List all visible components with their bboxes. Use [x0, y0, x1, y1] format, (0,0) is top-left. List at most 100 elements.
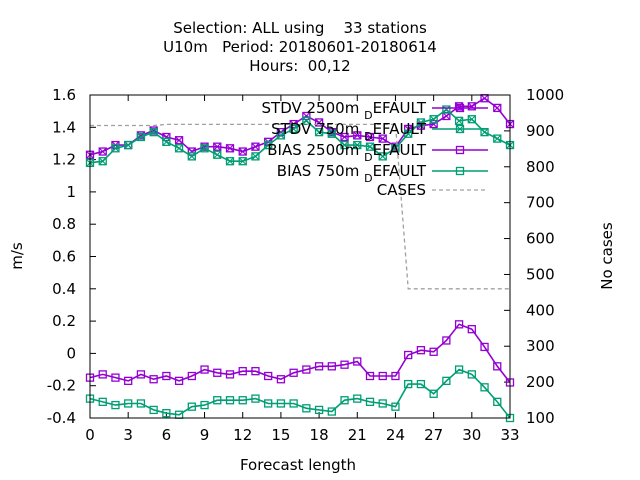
- marker-cross: [493, 104, 502, 112]
- data-point: [467, 370, 476, 379]
- data-point: [454, 116, 464, 125]
- series-bias-750m: [85, 365, 515, 423]
- marker-cross: [251, 152, 260, 161]
- data-point: [264, 399, 273, 408]
- marker-cross: [175, 144, 183, 153]
- data-point: [264, 140, 273, 150]
- series-line: [89, 368, 511, 419]
- data-point: [404, 350, 413, 360]
- data-point: [493, 362, 502, 371]
- data-point: [365, 397, 375, 407]
- data-point: [174, 144, 184, 153]
- data-point: [251, 152, 260, 161]
- data-point: [187, 402, 196, 411]
- data-point: [404, 379, 413, 389]
- marker-cross: [98, 147, 107, 156]
- y-tick-label: 1.4: [52, 118, 76, 136]
- marker-cross: [264, 141, 273, 149]
- marker-box: [429, 115, 438, 124]
- data-point: [98, 370, 107, 379]
- data-point: [264, 371, 273, 381]
- marker-cross: [378, 134, 387, 143]
- y2-tick-label: 500: [526, 265, 555, 283]
- marker-box: [455, 103, 465, 113]
- marker-box: [162, 137, 171, 146]
- x-axis-label: Forecast length: [240, 456, 356, 474]
- data-point: [353, 131, 362, 140]
- legend-marker: [455, 103, 465, 113]
- marker-box: [187, 152, 196, 161]
- x-tick-label: 18: [310, 426, 329, 444]
- marker-box: [149, 127, 158, 137]
- x-tick-label: 0: [85, 426, 95, 444]
- data-point: [340, 140, 349, 150]
- marker-cross: [213, 150, 222, 159]
- x-tick-label: 15: [271, 426, 290, 444]
- y-tick-label: 0.4: [52, 280, 76, 298]
- data-point: [276, 131, 286, 140]
- series-cases: [90, 123, 510, 290]
- data-point: [429, 347, 438, 356]
- y-tick-label: 1: [66, 183, 76, 201]
- data-point: [365, 142, 375, 151]
- data-point: [327, 407, 336, 416]
- marker-cross: [213, 142, 222, 151]
- marker-cross: [98, 157, 107, 166]
- data-point: [111, 144, 120, 153]
- y2-tick-label: 100: [526, 409, 555, 427]
- marker-cross: [340, 133, 349, 141]
- marker-cross: [137, 133, 145, 141]
- data-point: [276, 375, 286, 384]
- marker-box: [174, 136, 184, 145]
- legend-marker: [455, 145, 465, 155]
- data-point: [174, 136, 184, 145]
- marker-box: [289, 119, 298, 129]
- data-point: [480, 383, 489, 392]
- x-tick-label: 21: [348, 426, 367, 444]
- data-point: [136, 132, 146, 142]
- y2-tick-label: 200: [526, 373, 555, 391]
- data-point: [365, 132, 375, 142]
- legend-label: STDV 750m DEFAULT: [271, 120, 427, 143]
- marker-box: [378, 152, 387, 161]
- marker-box: [314, 127, 324, 137]
- marker-cross: [456, 125, 464, 133]
- data-point: [378, 152, 387, 161]
- marker-box: [98, 157, 107, 166]
- data-point: [213, 396, 222, 405]
- data-point: [493, 134, 502, 143]
- marker-box: [251, 152, 260, 161]
- data-point: [365, 371, 375, 381]
- data-point: [149, 127, 158, 137]
- marker-box: [493, 103, 502, 113]
- series-line: [90, 123, 510, 290]
- marker-cross: [149, 128, 158, 137]
- data-point: [111, 400, 120, 410]
- data-point: [238, 396, 247, 405]
- data-point: [213, 142, 222, 151]
- x-tick-label: 6: [162, 426, 172, 444]
- marker-cross: [315, 128, 323, 137]
- data-point: [289, 124, 298, 134]
- data-point: [429, 115, 438, 124]
- marker-box: [162, 132, 171, 142]
- data-point: [353, 140, 362, 150]
- data-point: [416, 379, 426, 389]
- data-point: [289, 399, 298, 408]
- marker-cross: [187, 152, 196, 161]
- data-point: [238, 157, 247, 166]
- data-point: [251, 142, 260, 151]
- data-point: [314, 362, 324, 371]
- marker-cross: [480, 128, 489, 137]
- data-point: [391, 402, 400, 411]
- data-point: [162, 371, 171, 381]
- marker-box: [187, 147, 196, 156]
- marker-cross: [238, 157, 247, 166]
- marker-cross: [429, 115, 438, 124]
- y-tick-label: 0.8: [52, 215, 76, 233]
- marker-box: [174, 144, 184, 153]
- data-point: [442, 376, 451, 386]
- chart-title-line-2: U10m Period: 20180601-20180614: [163, 38, 437, 56]
- marker-box: [327, 129, 336, 138]
